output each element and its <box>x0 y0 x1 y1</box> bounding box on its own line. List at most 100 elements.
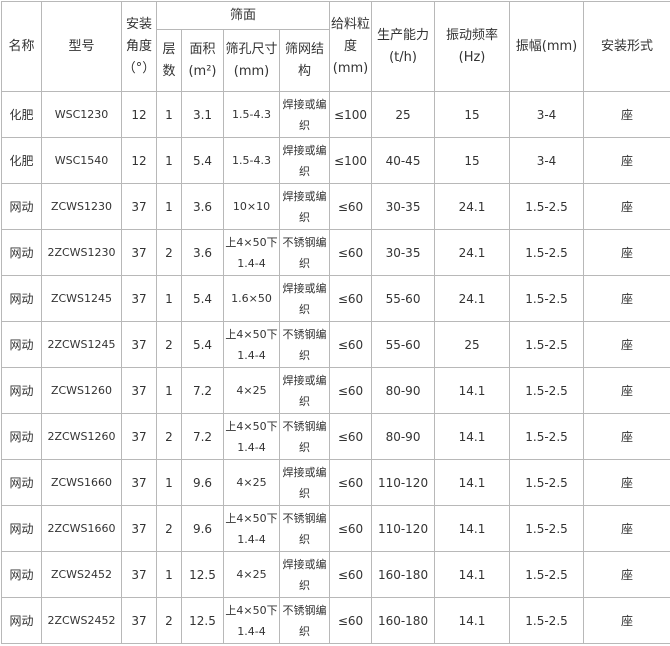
cell-mount: 座 <box>583 413 670 460</box>
cell-amp: 1.5-2.5 <box>509 459 585 506</box>
cell-capacity: 80-90 <box>371 413 436 460</box>
cell-area: 5.4 <box>181 137 224 184</box>
cell-hole: 上4×50下1.4-4 <box>223 229 280 276</box>
cell-mesh: 焊接或编 织 <box>278 459 338 506</box>
cell-capacity: 160-180 <box>371 597 436 644</box>
cell-angle: 37 <box>121 367 157 414</box>
cell-area: 9.6 <box>181 505 224 552</box>
cell-mount: 座 <box>583 137 670 184</box>
cell-freq: 14.1 <box>434 551 511 598</box>
cell-hole: 上4×50下1.4-4 <box>223 321 280 368</box>
cell-capacity: 160-180 <box>371 551 436 598</box>
cell-mount: 座 <box>583 505 670 552</box>
cell-area: 5.4 <box>181 275 224 322</box>
cell-model: ZCWS1260 <box>41 367 122 414</box>
cell-layers: 2 <box>156 229 182 276</box>
cell-area: 3.1 <box>181 91 224 138</box>
cell-hole: 1.6×50 <box>223 275 280 322</box>
table-row: 网动 2ZCWS1660 37 2 9.6 上4×50下1.4-4 不锈钢编 织 ≤60 110… <box>1 505 670 552</box>
cell-angle: 37 <box>121 229 157 276</box>
cell-area: 7.2 <box>181 367 224 414</box>
cell-amp: 1.5-2.5 <box>509 367 585 414</box>
header-mount: 安装形式 <box>583 1 670 92</box>
cell-layers: 1 <box>156 137 182 184</box>
cell-feed: ≤60 <box>329 367 373 414</box>
cell-name: 网动 <box>1 505 42 552</box>
header-screen: 筛面 <box>155 1 331 30</box>
cell-freq: 24.1 <box>434 229 511 276</box>
header-amp: 振幅(mm) <box>509 1 585 92</box>
cell-layers: 2 <box>156 321 182 368</box>
cell-mount: 座 <box>583 321 670 368</box>
cell-mesh: 不锈钢编 织 <box>278 229 338 276</box>
cell-mesh: 不锈钢编 织 <box>278 505 338 552</box>
cell-mount: 座 <box>583 367 670 414</box>
cell-area: 3.6 <box>181 229 224 276</box>
table-row: 网动 ZCWS1660 37 1 9.6 4×25 焊接或编 织 ≤60 110-120 14.1… <box>1 459 670 506</box>
table-row: 网动 2ZCWS1230 37 2 3.6 上4×50下1.4-4 不锈钢编 织 ≤60 30-… <box>1 229 670 276</box>
cell-name: 网动 <box>1 597 42 644</box>
cell-amp: 1.5-2.5 <box>509 183 585 230</box>
cell-freq: 15 <box>434 137 511 184</box>
cell-freq: 14.1 <box>434 413 511 460</box>
cell-layers: 2 <box>156 597 182 644</box>
table-row: 网动 2ZCWS1245 37 2 5.4 上4×50下1.4-4 不锈钢编 织 ≤60 55-… <box>1 321 670 368</box>
cell-mesh: 焊接或编 织 <box>278 275 338 322</box>
cell-angle: 37 <box>121 597 157 644</box>
cell-name: 网动 <box>1 413 42 460</box>
cell-layers: 2 <box>156 413 182 460</box>
cell-layers: 1 <box>156 551 182 598</box>
table-row: 网动 ZCWS2452 37 1 12.5 4×25 焊接或编 织 ≤60 160-180 14.… <box>1 551 670 598</box>
cell-freq: 14.1 <box>434 597 511 644</box>
cell-area: 5.4 <box>181 321 224 368</box>
cell-name: 化肥 <box>1 91 42 138</box>
cell-mesh: 不锈钢编 织 <box>278 321 338 368</box>
cell-mount: 座 <box>583 551 670 598</box>
cell-name: 网动 <box>1 551 42 598</box>
cell-feed: ≤60 <box>329 413 373 460</box>
cell-name: 网动 <box>1 275 42 322</box>
cell-mesh: 焊接或编 织 <box>278 183 338 230</box>
header-mesh: 筛网结构 <box>278 29 331 92</box>
cell-model: WSC1230 <box>41 91 122 138</box>
cell-layers: 1 <box>156 275 182 322</box>
cell-amp: 3-4 <box>509 91 585 138</box>
cell-mount: 座 <box>583 183 670 230</box>
cell-freq: 15 <box>434 91 511 138</box>
cell-amp: 1.5-2.5 <box>509 413 585 460</box>
header-layers: 层数 <box>156 29 182 92</box>
cell-freq: 24.1 <box>434 183 511 230</box>
cell-angle: 37 <box>121 321 157 368</box>
cell-amp: 3-4 <box>509 137 585 184</box>
header-model: 型号 <box>41 1 122 92</box>
cell-model: ZCWS1660 <box>41 459 122 506</box>
header-hole: 筛孔尺寸(mm) <box>223 29 280 92</box>
cell-model: ZCWS2452 <box>41 551 122 598</box>
cell-angle: 37 <box>121 275 157 322</box>
cell-feed: ≤60 <box>329 505 373 552</box>
table-row: 网动 ZCWS1230 37 1 3.6 10×10 焊接或编 织 ≤60 30-35 24.1 1… <box>1 183 670 230</box>
cell-angle: 12 <box>121 137 157 184</box>
cell-mount: 座 <box>583 229 670 276</box>
cell-area: 12.5 <box>181 551 224 598</box>
cell-feed: ≤60 <box>329 597 373 644</box>
cell-area: 3.6 <box>181 183 224 230</box>
table-row: 网动 2ZCWS2452 37 2 12.5 上4×50下1.4-4 不锈钢编 织 ≤60 16… <box>1 597 670 644</box>
cell-angle: 12 <box>121 91 157 138</box>
cell-capacity: 80-90 <box>371 367 436 414</box>
cell-hole: 4×25 <box>223 459 280 506</box>
cell-model: 2ZCWS1660 <box>41 505 122 552</box>
cell-mount: 座 <box>583 91 670 138</box>
header-area: 面积(m²) <box>181 29 224 92</box>
cell-freq: 24.1 <box>434 275 511 322</box>
cell-feed: ≤100 <box>329 91 373 138</box>
table-row: 网动 ZCWS1245 37 1 5.4 1.6×50 焊接或编 织 ≤60 55-60 24.1… <box>1 275 670 322</box>
cell-capacity: 30-35 <box>371 229 436 276</box>
cell-area: 9.6 <box>181 459 224 506</box>
cell-capacity: 25 <box>371 91 436 138</box>
cell-angle: 37 <box>121 183 157 230</box>
cell-name: 化肥 <box>1 137 42 184</box>
cell-name: 网动 <box>1 183 42 230</box>
cell-hole: 上4×50下1.4-4 <box>223 597 280 644</box>
cell-angle: 37 <box>121 413 157 460</box>
